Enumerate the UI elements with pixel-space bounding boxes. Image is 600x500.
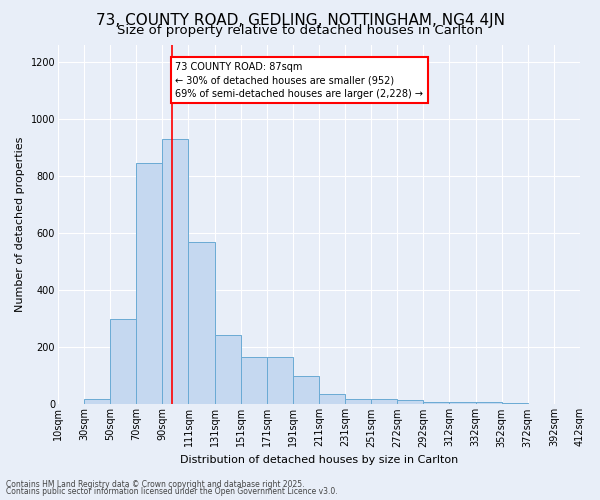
Y-axis label: Number of detached properties: Number of detached properties <box>15 137 25 312</box>
Bar <box>476 402 502 404</box>
Bar <box>215 334 241 404</box>
Bar <box>267 358 293 405</box>
Bar <box>371 398 397 404</box>
Text: Contains public sector information licensed under the Open Government Licence v3: Contains public sector information licen… <box>6 487 338 496</box>
Bar <box>84 398 110 404</box>
Bar <box>241 358 267 405</box>
Text: 73, COUNTY ROAD, GEDLING, NOTTINGHAM, NG4 4JN: 73, COUNTY ROAD, GEDLING, NOTTINGHAM, NG… <box>95 12 505 28</box>
Bar <box>502 403 528 404</box>
Bar <box>188 242 215 404</box>
Bar <box>136 164 163 404</box>
Bar <box>397 400 424 404</box>
Bar <box>424 402 449 404</box>
X-axis label: Distribution of detached houses by size in Carlton: Distribution of detached houses by size … <box>180 455 458 465</box>
Bar <box>319 394 345 404</box>
Bar <box>110 319 136 404</box>
Text: Contains HM Land Registry data © Crown copyright and database right 2025.: Contains HM Land Registry data © Crown c… <box>6 480 305 489</box>
Text: 73 COUNTY ROAD: 87sqm
← 30% of detached houses are smaller (952)
69% of semi-det: 73 COUNTY ROAD: 87sqm ← 30% of detached … <box>175 62 424 98</box>
Text: Size of property relative to detached houses in Carlton: Size of property relative to detached ho… <box>117 24 483 37</box>
Bar <box>345 398 371 404</box>
Bar <box>293 376 319 404</box>
Bar <box>449 402 476 404</box>
Bar <box>163 139 188 404</box>
